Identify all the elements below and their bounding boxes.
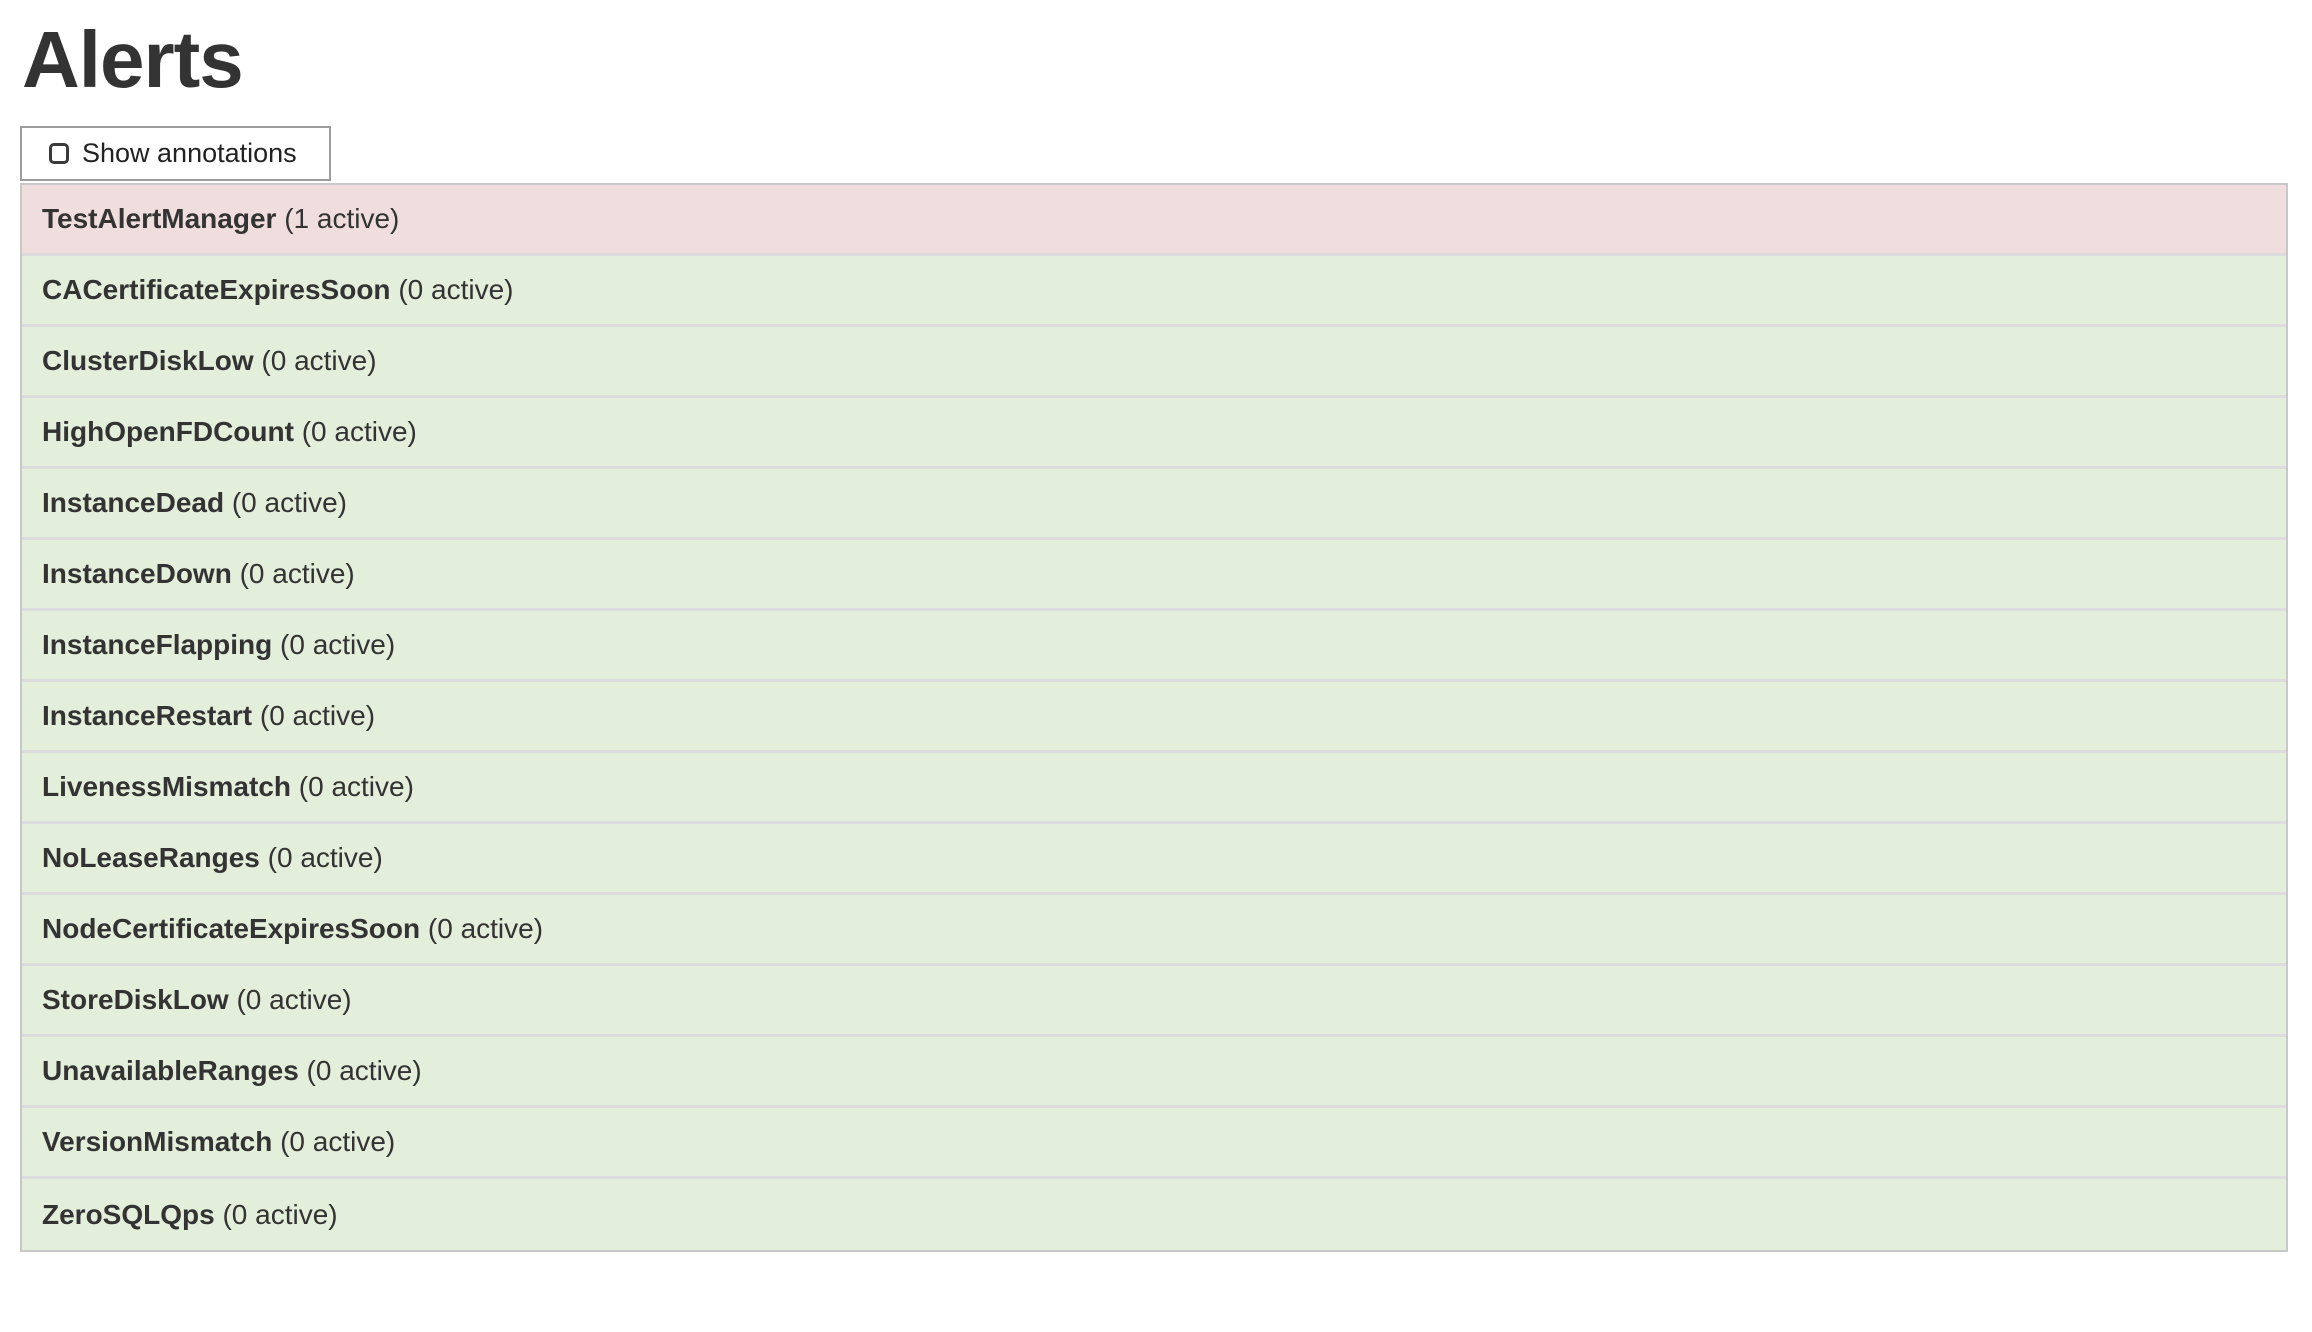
alert-name: StoreDiskLow <box>42 984 229 1015</box>
show-annotations-label: Show annotations <box>82 138 297 168</box>
alert-active-count: (0 active) <box>293 416 417 447</box>
alert-row[interactable]: HighOpenFDCount (0 active) <box>22 398 2286 469</box>
alert-name: ZeroSQLQps <box>42 1198 215 1230</box>
alert-name: CACertificateExpiresSoon <box>42 274 391 305</box>
alert-name: InstanceDown <box>42 558 232 589</box>
alert-active-count: (0 active) <box>259 842 383 873</box>
alert-active-count: (0 active) <box>272 629 396 660</box>
alert-active-count: (0 active) <box>252 700 376 731</box>
alert-name: InstanceDead <box>42 487 225 518</box>
alert-row[interactable]: InstanceRestart (0 active) <box>22 682 2286 753</box>
alert-row[interactable]: ClusterDiskLow (0 active) <box>22 327 2286 398</box>
alert-active-count: (0 active) <box>390 274 514 305</box>
alert-name: HighOpenFDCount <box>42 416 294 447</box>
alert-row[interactable]: NoLeaseRanges (0 active) <box>22 824 2286 895</box>
alert-active-count: (0 active) <box>253 345 377 376</box>
alert-row[interactable]: InstanceDead (0 active) <box>22 469 2286 540</box>
alert-row[interactable]: InstanceDown (0 active) <box>22 540 2286 611</box>
alert-row[interactable]: ZeroSQLQps (0 active) <box>22 1179 2286 1250</box>
alert-active-count: (0 active) <box>298 1055 422 1086</box>
alert-active-count: (0 active) <box>214 1198 338 1230</box>
alert-active-count: (0 active) <box>231 558 355 589</box>
alert-row[interactable]: VersionMismatch (0 active) <box>22 1108 2286 1179</box>
alert-name: InstanceFlapping <box>42 629 273 660</box>
alert-name: NoLeaseRanges <box>42 842 260 873</box>
alert-name: InstanceRestart <box>42 700 253 731</box>
alert-active-count: (0 active) <box>228 984 352 1015</box>
alert-row[interactable]: LivenessMismatch (0 active) <box>22 753 2286 824</box>
alert-row[interactable]: UnavailableRanges (0 active) <box>22 1037 2286 1108</box>
alert-name: VersionMismatch <box>42 1126 273 1157</box>
alert-row[interactable]: InstanceFlapping (0 active) <box>22 611 2286 682</box>
alert-active-count: (1 active) <box>276 203 400 234</box>
show-annotations-checkbox[interactable] <box>49 143 69 164</box>
page-title: Alerts <box>22 15 244 104</box>
alert-active-count: (0 active) <box>291 771 414 802</box>
alert-row[interactable]: CACertificateExpiresSoon (0 active) <box>22 256 2286 327</box>
alert-active-count: (0 active) <box>272 1126 396 1157</box>
alert-active-count: (0 active) <box>224 487 348 518</box>
alert-row[interactable]: TestAlertManager (1 active) <box>22 185 2286 256</box>
alert-name: ClusterDiskLow <box>42 345 254 376</box>
alert-active-count: (0 active) <box>420 913 544 944</box>
alert-name: LivenessMismatch <box>42 771 291 802</box>
alerts-table: TestAlertManager (1 active) CACertificat… <box>20 183 2288 1252</box>
alert-row[interactable]: StoreDiskLow (0 active) <box>22 966 2286 1037</box>
show-annotations-button[interactable]: Show annotations <box>20 126 331 181</box>
alert-name: UnavailableRanges <box>42 1055 299 1086</box>
alert-row[interactable]: NodeCertificateExpiresSoon (0 active) <box>22 895 2286 966</box>
alert-name: NodeCertificateExpiresSoon <box>42 913 421 944</box>
alert-name: TestAlertManager <box>42 203 277 234</box>
